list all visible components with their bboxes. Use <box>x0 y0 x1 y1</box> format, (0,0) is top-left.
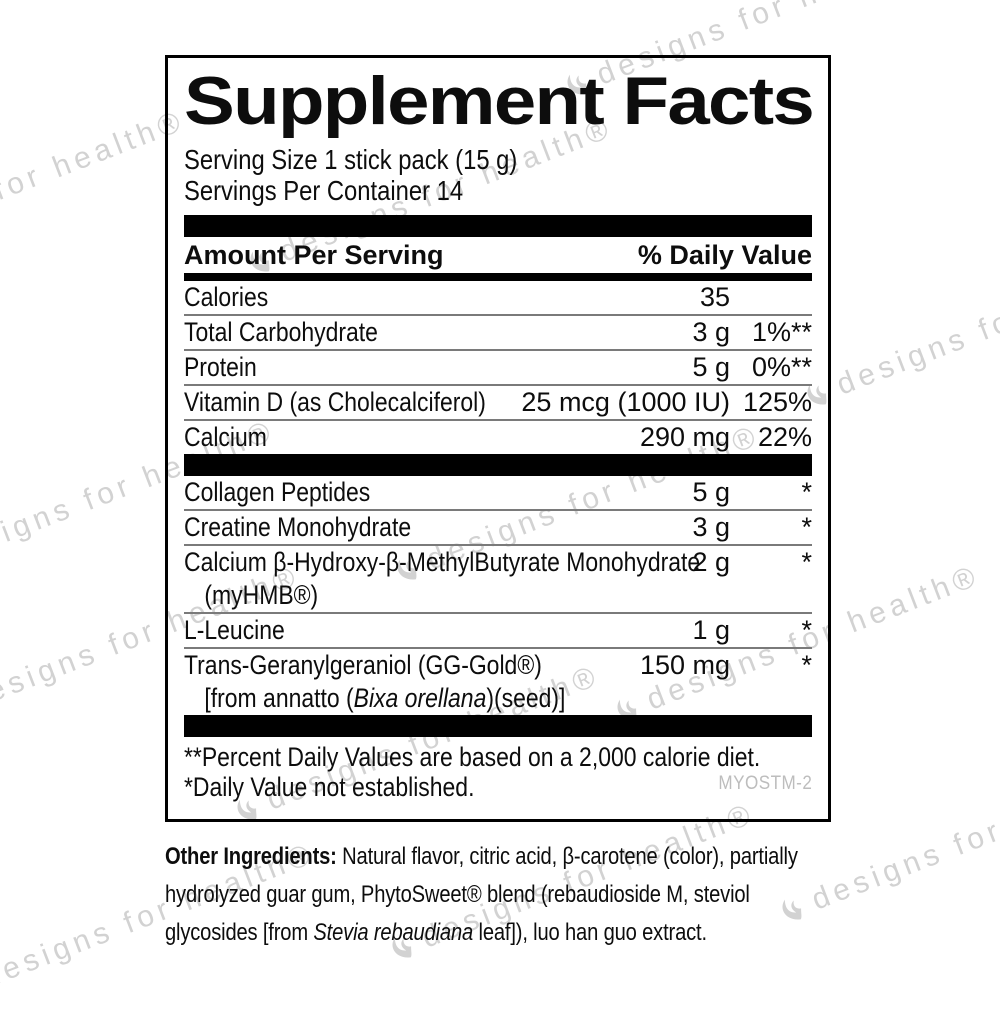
other-ingredients-text: leaf]), luo han guo extract. <box>473 919 707 946</box>
ingredient-name-line2: [from annatto (Bixa orellana)(seed)] <box>184 682 718 715</box>
watermark-text: designs for health® <box>0 103 190 262</box>
dfh-logo-icon <box>392 937 412 958</box>
other-ingredients: Other Ingredients: Natural flavor, citri… <box>165 838 837 952</box>
ingredient-dv: * <box>801 512 812 542</box>
dfh-logo-icon <box>807 384 827 405</box>
ingredient-amount: 1 g <box>692 615 730 645</box>
dfh-logo-icon <box>250 251 270 272</box>
ingredient-dv: * <box>801 547 812 577</box>
watermark: designs for health® <box>0 104 190 277</box>
table-row-l-leucine: L-Leucine 1 g * <box>184 614 812 649</box>
ingredient-name: Creatine Monohydrate <box>184 512 412 542</box>
table-row-creatine-monohydrate: Creatine Monohydrate 3 g * <box>184 511 812 546</box>
divider-thick <box>184 215 812 237</box>
nutrient-amount: 5 g <box>692 352 730 382</box>
nutrient-dv: 1%** <box>751 317 812 347</box>
dfh-logo-icon <box>617 699 637 720</box>
ingredient-dv: * <box>801 615 812 645</box>
table-row-total-carbohydrate: Total Carbohydrate 3 g 1%** <box>184 316 812 351</box>
ingredient-name-line2: (myHMB®) <box>204 580 319 610</box>
supplement-facts-panel: Supplement Facts Serving Size 1 stick pa… <box>165 55 831 822</box>
product-code: MYOSTM-2 <box>718 773 812 794</box>
ingredient-dv: * <box>801 650 812 680</box>
table-row-calories: Calories 35 <box>184 281 812 316</box>
watermark: designs for health® <box>225 659 605 832</box>
ingredient-name: Trans-Geranylgeraniol (GG-Gold®) <box>184 650 542 680</box>
ingredient-amount: 3 g <box>692 512 730 542</box>
divider-thick <box>184 715 812 737</box>
nutrient-name: Calories <box>184 282 269 312</box>
nutrient-amount: 35 <box>699 282 730 312</box>
watermark: designs for health® <box>238 111 618 284</box>
footnote-daily-values: **Percent Daily Values are based on a 2,… <box>184 742 761 772</box>
nutrient-name: Vitamin D (as Cholecalciferol) <box>184 387 486 417</box>
table-row-calcium-hmb: Calcium β-Hydroxy-β-MethylButyrate Monoh… <box>184 546 812 614</box>
ingredient-dv: * <box>801 477 812 507</box>
table-row-calcium: Calcium 290 mg 22% <box>184 421 812 454</box>
nutrient-dv: 22% <box>757 422 812 452</box>
watermark: designs for health® <box>380 797 760 970</box>
nutrient-name: Total Carbohydrate <box>184 317 378 347</box>
nutrient-dv: 0%** <box>751 352 812 382</box>
table-row-collagen-peptides: Collagen Peptides 5 g * <box>184 476 812 511</box>
ingredient-name: Collagen Peptides <box>184 477 371 507</box>
nutrient-amount: 25 mcg (1000 IU) <box>521 387 730 417</box>
footnote-dv-established: *Daily Value not established. <box>184 772 475 802</box>
nutrient-name: Calcium <box>184 422 267 452</box>
other-ingredients-label: Other Ingredients: <box>165 843 337 870</box>
dfh-logo-icon <box>237 799 257 820</box>
botanical-name: Stevia rebaudiana <box>313 919 474 946</box>
watermark: designs for health® <box>385 419 765 592</box>
dfh-logo-icon <box>397 559 417 580</box>
source-text: )(seed)] <box>486 683 566 713</box>
watermark-text: designs for health® <box>832 244 1000 402</box>
serving-size: Serving Size 1 stick pack (15 g) <box>184 144 518 175</box>
ingredient-amount: 2 g <box>692 547 730 577</box>
ingredient-amount: 5 g <box>692 477 730 507</box>
watermark: designs for health® <box>770 759 1000 932</box>
dfh-logo-icon <box>567 74 587 95</box>
servings-per-container: Servings Per Container 14 <box>184 175 464 206</box>
dfh-logo-icon <box>782 899 802 920</box>
watermark: designs for health® <box>795 244 1000 417</box>
nutrient-dv: 125% <box>742 387 812 417</box>
amount-per-serving-header: Amount Per Serving <box>184 240 444 270</box>
botanical-name: Bixa orellana <box>353 683 487 713</box>
footnotes: **Percent Daily Values are based on a 2,… <box>184 737 812 802</box>
table-row-protein: Protein 5 g 0%** <box>184 351 812 386</box>
panel-title: Supplement Facts <box>184 63 815 139</box>
table-header-row: Amount Per Serving % Daily Value <box>184 237 812 281</box>
nutrient-name: Protein <box>184 352 257 382</box>
source-text: [from annatto ( <box>204 683 354 713</box>
nutrient-amount: 3 g <box>692 317 730 347</box>
other-ingredients-text: Natural flavor, citric acid, β-carotene … <box>165 843 798 946</box>
daily-value-header: % Daily Value <box>637 240 812 270</box>
divider-thick <box>184 454 812 476</box>
watermark: designs for health® <box>555 0 935 107</box>
nutrient-amount: 290 mg <box>639 422 730 452</box>
ingredient-name: Calcium β-Hydroxy-β-MethylButyrate Monoh… <box>184 547 701 577</box>
table-row-vitamin-d: Vitamin D (as Cholecalciferol) 25 mcg (1… <box>184 386 812 421</box>
ingredient-amount: 150 mg <box>639 650 730 680</box>
ingredient-name: L-Leucine <box>184 615 285 645</box>
watermark: designs for health® <box>605 559 985 732</box>
table-row-trans-geranylgeraniol: Trans-Geranylgeraniol (GG-Gold®) [from a… <box>184 649 812 715</box>
